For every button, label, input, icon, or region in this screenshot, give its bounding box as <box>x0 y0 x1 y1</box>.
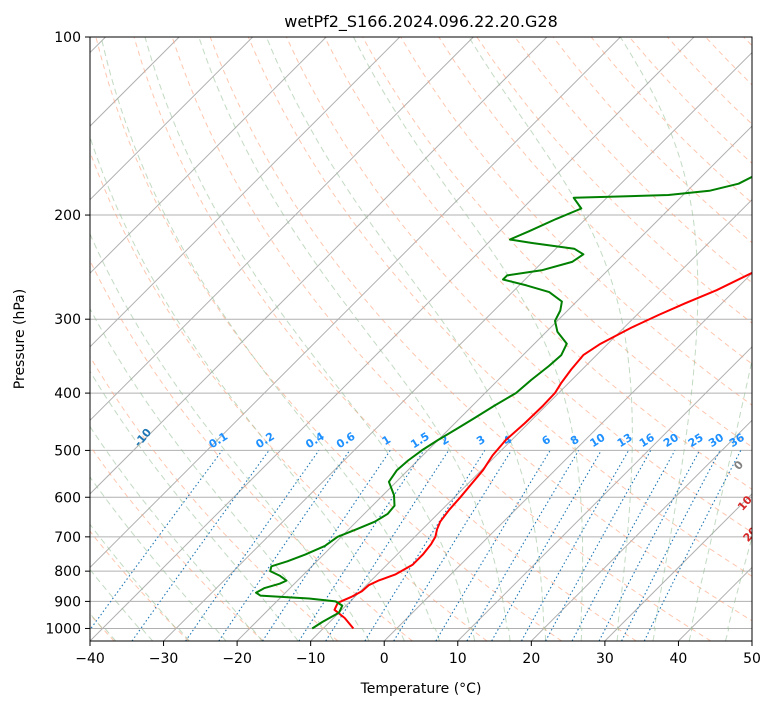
x-tick-label: 40 <box>670 651 688 667</box>
x-tick-label: 50 <box>743 651 761 667</box>
x-tick-label: −10 <box>296 651 326 667</box>
y-tick-label: 1000 <box>45 621 81 637</box>
y-tick-label: 100 <box>54 30 81 46</box>
y-tick-label: 300 <box>54 312 81 328</box>
y-axis-label: Pressure (hPa) <box>12 289 28 389</box>
x-tick-label: −30 <box>149 651 179 667</box>
x-tick-label: 0 <box>380 651 389 667</box>
y-tick-label: 900 <box>54 594 81 610</box>
x-tick-label: −20 <box>222 651 252 667</box>
x-axis-label: Temperature (°C) <box>360 681 482 697</box>
y-tick-label: 200 <box>54 208 81 224</box>
y-tick-label: 800 <box>54 564 81 580</box>
y-tick-label: 400 <box>54 386 81 402</box>
x-tick-label: 30 <box>596 651 614 667</box>
x-tick-label: 20 <box>522 651 540 667</box>
x-tick-label: −40 <box>75 651 105 667</box>
y-tick-label: 700 <box>54 530 81 546</box>
y-tick-label: 600 <box>54 490 81 506</box>
chart-title: wetPf2_S166.2024.096.22.20.G28 <box>284 12 558 32</box>
y-tick-label: 500 <box>54 443 81 459</box>
x-tick-label: 10 <box>449 651 467 667</box>
